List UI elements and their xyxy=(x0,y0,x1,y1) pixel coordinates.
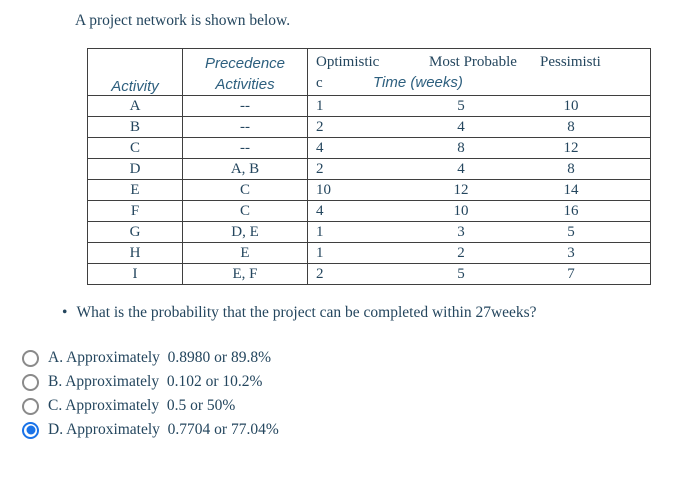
precedence-cell: C xyxy=(182,179,308,201)
pessimistic-value: 16 xyxy=(563,203,579,219)
header-pessimistic: Pessimisti xyxy=(540,54,601,70)
table-row: I E, F 2 5 7 xyxy=(87,263,651,285)
table-row: F C 4 10 16 xyxy=(87,200,651,222)
most-probable-value: 12 xyxy=(453,182,469,198)
option-a-label: A. Approximately 0.8980 or 89.8% xyxy=(48,349,272,366)
precedence-cell: -- xyxy=(182,95,308,117)
optimistic-value: 2 xyxy=(316,266,324,282)
times-cell: 4 10 16 xyxy=(307,200,651,222)
precedence-cell: -- xyxy=(182,116,308,138)
header-precedence-line1: Precedence xyxy=(204,55,286,72)
times-cell: 1 2 3 xyxy=(307,242,651,264)
optimistic-value: 2 xyxy=(316,161,324,177)
header-time-weeks: Time (weeks) xyxy=(373,74,463,91)
optimistic-value: 4 xyxy=(316,140,324,156)
most-probable-value: 4 xyxy=(457,119,465,135)
table-row: D A, B 2 4 8 xyxy=(87,158,651,180)
pessimistic-value: 5 xyxy=(567,224,575,240)
pessimistic-value: 3 xyxy=(567,245,575,261)
optimistic-value: 4 xyxy=(316,203,324,219)
optimistic-value: 1 xyxy=(316,224,324,240)
times-cell: 2 4 8 xyxy=(307,158,651,180)
optimistic-value: 1 xyxy=(316,245,324,261)
header-precedence-activities: Precedence Activities xyxy=(182,48,308,96)
most-probable-value: 10 xyxy=(453,203,469,219)
table-row: A -- 1 5 10 xyxy=(87,95,651,117)
activity-cell: I xyxy=(87,263,183,285)
times-cell: 10 12 14 xyxy=(307,179,651,201)
times-cell: 2 5 7 xyxy=(307,263,651,285)
header-times: Optimistic Most Probable Pessimisti c Ti… xyxy=(307,48,651,96)
most-probable-value: 5 xyxy=(457,266,465,282)
times-cell: 1 3 5 xyxy=(307,221,651,243)
precedence-cell: -- xyxy=(182,137,308,159)
optimistic-value: 1 xyxy=(316,98,324,114)
precedence-cell: D, E xyxy=(182,221,308,243)
activity-cell: D xyxy=(87,158,183,180)
most-probable-value: 5 xyxy=(457,98,465,114)
activity-cell: H xyxy=(87,242,183,264)
answer-options: A. Approximately 0.8980 or 89.8% B. Appr… xyxy=(22,346,279,442)
radio-button-d[interactable] xyxy=(22,421,39,439)
pessimistic-value: 12 xyxy=(563,140,579,156)
header-optimistic: Optimistic xyxy=(316,54,380,70)
activity-cell: F xyxy=(87,200,183,222)
option-b-label: B. Approximately 0.102 or 10.2% xyxy=(48,373,263,390)
activity-cell: C xyxy=(87,137,183,159)
most-probable-value: 8 xyxy=(457,140,465,156)
radio-button-c[interactable] xyxy=(22,397,39,415)
option-d-label: D. Approximately 0.7704 or 77.04% xyxy=(48,421,279,438)
option-c[interactable]: C. Approximately 0.5 or 50% xyxy=(22,394,279,418)
times-cell: 4 8 12 xyxy=(307,137,651,159)
activity-cell: B xyxy=(87,116,183,138)
radio-button-a[interactable] xyxy=(22,349,39,367)
pessimistic-value: 8 xyxy=(567,119,575,135)
precedence-cell: C xyxy=(182,200,308,222)
optimistic-value: 2 xyxy=(316,119,324,135)
question-intro-text: A project network is shown below. xyxy=(75,12,291,29)
radio-button-b[interactable] xyxy=(22,373,39,391)
pessimistic-value: 8 xyxy=(567,161,575,177)
precedence-cell: E xyxy=(182,242,308,264)
table-row: B -- 2 4 8 xyxy=(87,116,651,138)
project-network-table: Activity Precedence Activities Optimisti… xyxy=(87,48,651,285)
option-c-label: C. Approximately 0.5 or 50% xyxy=(48,397,236,414)
optimistic-value: 10 xyxy=(316,182,331,198)
table-header-row: Activity Precedence Activities Optimisti… xyxy=(87,48,651,96)
option-a[interactable]: A. Approximately 0.8980 or 89.8% xyxy=(22,346,279,370)
pessimistic-value: 14 xyxy=(563,182,579,198)
question-text: What is the probability that the project… xyxy=(76,304,537,321)
times-cell: 1 5 10 xyxy=(307,95,651,117)
precedence-cell: A, B xyxy=(182,158,308,180)
bullet-icon: • xyxy=(62,304,68,321)
table-row: G D, E 1 3 5 xyxy=(87,221,651,243)
most-probable-value: 4 xyxy=(457,161,465,177)
precedence-cell: E, F xyxy=(182,263,308,285)
most-probable-value: 3 xyxy=(457,224,465,240)
pessimistic-value: 7 xyxy=(567,266,575,282)
most-probable-value: 2 xyxy=(457,245,465,261)
activity-cell: G xyxy=(87,221,183,243)
question-text-row: • What is the probability that the proje… xyxy=(62,304,537,322)
table-row: E C 10 12 14 xyxy=(87,179,651,201)
table-row: C -- 4 8 12 xyxy=(87,137,651,159)
header-precedence-line2: Activities xyxy=(215,76,275,93)
option-b[interactable]: B. Approximately 0.102 or 10.2% xyxy=(22,370,279,394)
option-d[interactable]: D. Approximately 0.7704 or 77.04% xyxy=(22,418,279,442)
times-cell: 2 4 8 xyxy=(307,116,651,138)
header-pessimistic-wrap: c xyxy=(316,75,323,91)
activity-cell: A xyxy=(87,95,183,117)
table-row: H E 1 2 3 xyxy=(87,242,651,264)
header-most-probable: Most Probable xyxy=(429,54,517,70)
header-activity: Activity xyxy=(87,48,183,96)
activity-cell: E xyxy=(87,179,183,201)
pessimistic-value: 10 xyxy=(563,98,579,114)
